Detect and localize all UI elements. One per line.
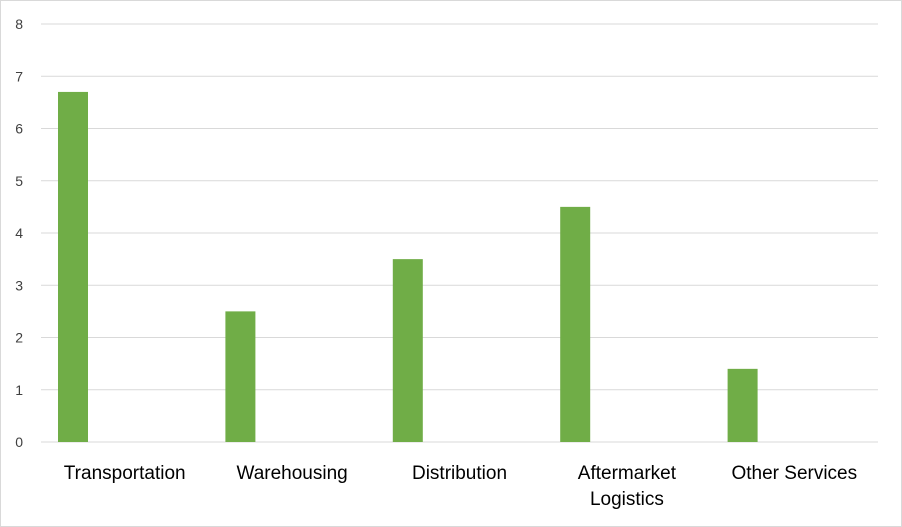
bar (727, 368, 758, 442)
x-tick-label: Distribution (412, 463, 507, 484)
bar (58, 91, 88, 443)
y-tick-label: 2 (15, 330, 23, 346)
x-tick-label: Warehousing (236, 463, 347, 484)
bars (58, 91, 758, 443)
y-tick-label: 3 (15, 277, 23, 293)
x-axis-labels: Transportation Warehousing Distribution Aft… (64, 463, 857, 510)
gridlines (41, 23, 878, 443)
y-tick-label: 4 (15, 225, 23, 241)
bar (225, 311, 256, 442)
x-tick-label: Transportation (64, 463, 186, 484)
y-axis-ticks: 0 1 2 3 4 5 6 7 8 (15, 16, 23, 450)
y-tick-label: 6 (15, 121, 23, 137)
y-tick-label: 7 (15, 68, 23, 84)
bar (392, 259, 423, 442)
x-tick-label: Other Services (731, 463, 857, 484)
y-tick-label: 5 (15, 173, 23, 189)
y-tick-label: 0 (15, 434, 23, 450)
y-tick-label: 8 (15, 16, 23, 32)
x-tick-label: Aftermarket Logistics (578, 463, 677, 510)
bar (560, 206, 591, 442)
y-tick-label: 1 (15, 382, 23, 398)
